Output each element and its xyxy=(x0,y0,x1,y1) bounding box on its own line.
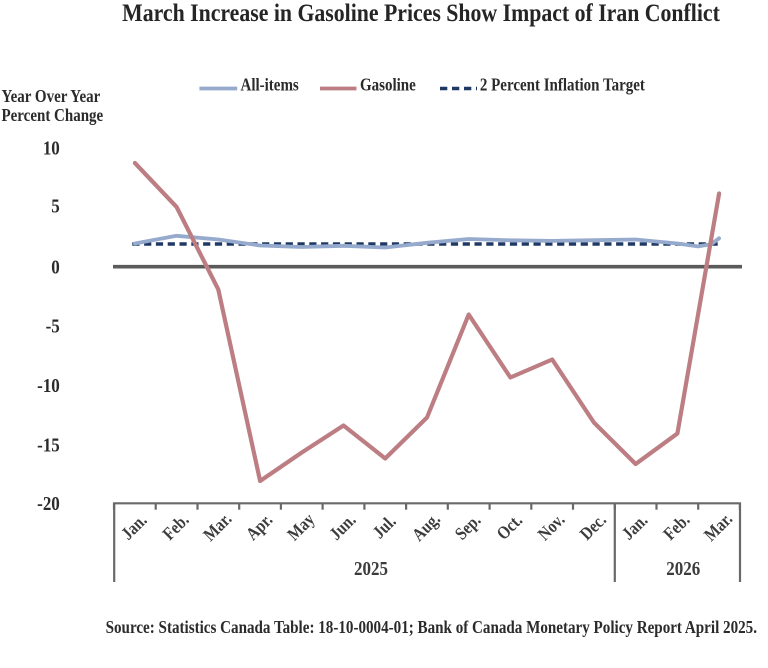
svg-text:2025: 2025 xyxy=(354,558,388,581)
svg-text:Year Over Year: Year Over Year xyxy=(2,86,101,106)
svg-text:10: 10 xyxy=(43,137,60,160)
svg-text:All-items: All-items xyxy=(241,74,299,94)
svg-text:-20: -20 xyxy=(37,493,60,516)
svg-text:2026: 2026 xyxy=(666,558,700,581)
svg-text:Source: Statistics Canada Tabl: Source: Statistics Canada Table: 18-10-0… xyxy=(106,617,757,637)
svg-text:-5: -5 xyxy=(46,315,60,338)
svg-text:March Increase in Gasoline Pri: March Increase in Gasoline Prices Show I… xyxy=(122,0,720,27)
svg-text:-15: -15 xyxy=(37,434,60,457)
svg-text:Gasoline: Gasoline xyxy=(360,74,416,94)
svg-text:-10: -10 xyxy=(37,375,60,398)
svg-text:5: 5 xyxy=(51,195,60,218)
svg-text:Percent Change: Percent Change xyxy=(2,105,104,125)
svg-text:0: 0 xyxy=(51,256,60,279)
svg-text:2 Percent Inflation Target: 2 Percent Inflation Target xyxy=(480,74,645,94)
